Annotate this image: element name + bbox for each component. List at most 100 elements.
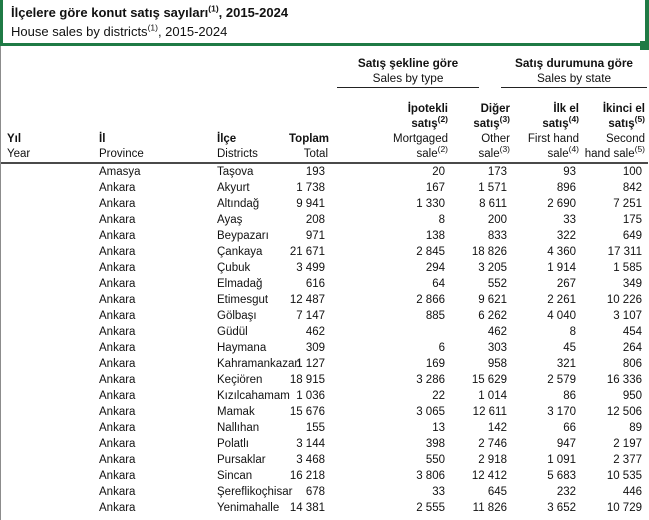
cell-total: 3 144 bbox=[296, 438, 325, 450]
cell-year bbox=[1, 452, 91, 468]
table-row: Ankara Haymana 309 6 303 45 264 bbox=[1, 340, 648, 356]
cell-other-sale: 6 262 bbox=[478, 310, 507, 322]
table-row: Ankara Polatlı 3 144 398 2 746 947 2 197 bbox=[1, 436, 648, 452]
cell-mortgaged-sale: 2 866 bbox=[416, 294, 445, 306]
cell-mortgaged-sale: 6 bbox=[438, 342, 445, 354]
cell-year bbox=[1, 404, 91, 420]
cell-second-hand-sale: 446 bbox=[622, 486, 642, 498]
cell-year bbox=[1, 244, 91, 260]
cell-district: Ayaş bbox=[217, 214, 243, 226]
cell-second-hand-sale: 10 535 bbox=[606, 470, 642, 482]
cell-district: Beypazarı bbox=[217, 230, 269, 242]
cell-year bbox=[1, 308, 91, 324]
page-title-text: İlçelere göre konut satış sayıları bbox=[11, 5, 209, 20]
page-subtitle: House sales by districts(1), 2015-2024 bbox=[11, 22, 645, 41]
cell-other-sale: 2 918 bbox=[478, 454, 507, 466]
cell-year bbox=[1, 212, 91, 228]
header-total-en: Total bbox=[303, 148, 328, 160]
cell-first-hand-sale: 321 bbox=[556, 358, 576, 370]
header-cell-second-hand-sale: İkinci el satış(5) Second hand sale(5) bbox=[582, 88, 648, 164]
cell-district: Sincan bbox=[217, 470, 253, 482]
cell-year bbox=[1, 292, 91, 308]
cell-district: Kızılcahamam bbox=[217, 390, 290, 402]
cell-year bbox=[1, 260, 91, 276]
cell-second-hand-sale: 3 107 bbox=[613, 310, 642, 322]
header-province-en: Province bbox=[99, 148, 144, 160]
cell-mortgaged-sale bbox=[331, 324, 451, 340]
cell-total: 193 bbox=[305, 166, 325, 178]
cell-first-hand-sale: 2 261 bbox=[547, 294, 576, 306]
cell-total: 7 147 bbox=[296, 310, 325, 322]
cell-province: Ankara bbox=[99, 294, 136, 306]
cell-province: Ankara bbox=[99, 342, 136, 354]
cell-total: 462 bbox=[305, 326, 325, 338]
cell-year bbox=[1, 163, 91, 180]
cell-mortgaged-sale: 2 845 bbox=[416, 246, 445, 258]
cell-year bbox=[1, 356, 91, 372]
cell-mortgaged-sale: 294 bbox=[425, 262, 445, 274]
cell-mortgaged-sale: 3 065 bbox=[416, 406, 445, 418]
header-cell-first-hand-sale: İlk el satış(4) First hand sale(4) bbox=[513, 88, 582, 164]
cell-district: Gölbaşı bbox=[217, 310, 257, 322]
cell-second-hand-sale: 950 bbox=[622, 390, 642, 402]
cell-district: Haymana bbox=[217, 342, 267, 354]
cell-first-hand-sale: 1 914 bbox=[547, 262, 576, 274]
cell-province: Ankara bbox=[99, 486, 136, 498]
cell-mortgaged-sale: 1 330 bbox=[416, 198, 445, 210]
cell-year bbox=[1, 228, 91, 244]
cell-district: Şereflikoçhisar bbox=[217, 486, 293, 498]
green-corner-block bbox=[640, 41, 649, 50]
page-subtitle-text: House sales by districts bbox=[11, 24, 148, 39]
header-district-en: Districts bbox=[217, 148, 258, 160]
cell-mortgaged-sale: 167 bbox=[425, 182, 445, 194]
cell-first-hand-sale: 3 170 bbox=[547, 406, 576, 418]
cell-province: Ankara bbox=[99, 374, 136, 386]
cell-total: 309 bbox=[305, 342, 325, 354]
cell-other-sale: 958 bbox=[487, 358, 507, 370]
cell-province: Ankara bbox=[99, 198, 136, 210]
cell-second-hand-sale: 454 bbox=[622, 326, 642, 338]
header-total-tr: Toplam bbox=[289, 133, 330, 145]
table-row: Ankara Etimesgut 12 487 2 866 9 621 2 26… bbox=[1, 292, 648, 308]
cell-mortgaged-sale: 398 bbox=[425, 438, 445, 450]
cell-province: Ankara bbox=[99, 230, 136, 242]
cell-district: Keçiören bbox=[217, 374, 263, 386]
cell-district: Pursaklar bbox=[217, 454, 266, 466]
cell-year bbox=[1, 340, 91, 356]
cell-first-hand-sale: 267 bbox=[556, 278, 576, 290]
cell-year bbox=[1, 324, 91, 340]
table-row: Ankara Gölbaşı 7 147 885 6 262 4 040 3 1… bbox=[1, 308, 648, 324]
cell-mortgaged-sale: 64 bbox=[432, 278, 445, 290]
header-cell-other-sale: Diğer satış(3) Other sale(3) bbox=[451, 88, 513, 164]
column-header-row: Yıl Year İl Province İlçe Districts Topl… bbox=[1, 88, 648, 164]
cell-other-sale: 2 746 bbox=[478, 438, 507, 450]
cell-total: 678 bbox=[305, 486, 325, 498]
cell-other-sale: 200 bbox=[487, 214, 507, 226]
table-row: Ankara Mamak 15 676 3 065 12 611 3 170 1… bbox=[1, 404, 648, 420]
cell-first-hand-sale: 86 bbox=[563, 390, 576, 402]
cell-district: Elmadağ bbox=[217, 278, 263, 290]
table-row: Ankara Kızılcahamam 1 036 22 1 014 86 95… bbox=[1, 388, 648, 404]
table-row: Amasya Taşova 193 20 173 93 100 bbox=[1, 163, 648, 180]
cell-other-sale: 1 014 bbox=[478, 390, 507, 402]
cell-mortgaged-sale: 2 555 bbox=[416, 502, 445, 514]
cell-total: 16 218 bbox=[289, 470, 325, 482]
cell-mortgaged-sale: 22 bbox=[432, 390, 445, 402]
cell-district: Polatlı bbox=[217, 438, 249, 450]
cell-total: 1 738 bbox=[296, 182, 325, 194]
cell-total: 971 bbox=[305, 230, 325, 242]
cell-second-hand-sale: 806 bbox=[622, 358, 642, 370]
cell-total: 1 127 bbox=[296, 358, 325, 370]
header-cell-total: Toplam Total bbox=[289, 88, 331, 164]
cell-second-hand-sale: 17 311 bbox=[607, 246, 642, 258]
table-row: Ankara Akyurt 1 738 167 1 571 896 842 bbox=[1, 180, 648, 196]
page-subtitle-years: , 2015-2024 bbox=[157, 24, 228, 39]
cell-first-hand-sale: 5 683 bbox=[547, 470, 576, 482]
cell-province: Ankara bbox=[99, 454, 136, 466]
cell-second-hand-sale: 842 bbox=[622, 182, 642, 194]
header-district-tr: İlçe bbox=[217, 133, 237, 145]
cell-other-sale: 9 621 bbox=[478, 294, 507, 306]
cell-first-hand-sale: 232 bbox=[556, 486, 576, 498]
cell-province: Ankara bbox=[99, 406, 136, 418]
cell-year bbox=[1, 436, 91, 452]
